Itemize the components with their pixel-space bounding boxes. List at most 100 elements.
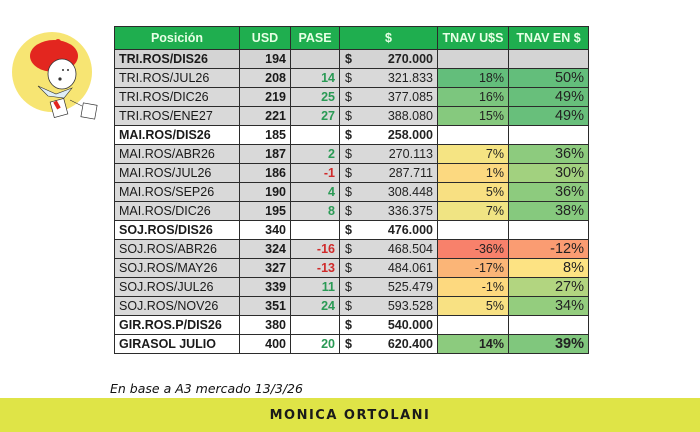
currency-symbol: $ xyxy=(345,185,352,199)
table-row: SOJ.ROS/NOV26 351 24 $593.528 5% 34% xyxy=(114,296,589,316)
cell-ars-value: 476.000 xyxy=(387,223,433,237)
cell-posicion: GIRASOL JULIO xyxy=(114,334,240,354)
col-header-posicion: Posición xyxy=(114,26,240,50)
cell-pase: -1 xyxy=(290,163,340,183)
cell-pase: -13 xyxy=(290,258,340,278)
cell-tnav-usd: 5% xyxy=(437,296,509,316)
cell-posicion: MAI.ROS/SEP26 xyxy=(114,182,240,202)
cell-pase xyxy=(290,315,340,335)
cell-tnav-ars xyxy=(508,220,589,240)
currency-symbol: $ xyxy=(345,337,352,351)
cell-tnav-ars: 39% xyxy=(508,334,589,354)
cell-tnav-ars: 8% xyxy=(508,258,589,278)
cell-posicion: TRI.ROS/ENE27 xyxy=(114,106,240,126)
cell-usd: 400 xyxy=(239,334,291,354)
cell-pase: 14 xyxy=(290,68,340,88)
cell-ars: $270.000 xyxy=(339,49,438,69)
cell-usd: 195 xyxy=(239,201,291,221)
col-header-usd: USD xyxy=(239,26,291,50)
cell-pase: 2 xyxy=(290,144,340,164)
cell-ars-value: 540.000 xyxy=(387,318,433,332)
cell-tnav-ars: 34% xyxy=(508,296,589,316)
cell-pase xyxy=(290,49,340,69)
cell-tnav-ars xyxy=(508,315,589,335)
currency-symbol: $ xyxy=(345,280,352,294)
table-row: GIRASOL JULIO 400 20 $620.400 14% 39% xyxy=(114,334,589,354)
cell-ars: $468.504 xyxy=(339,239,438,259)
cell-usd: 208 xyxy=(239,68,291,88)
cell-ars: $525.479 xyxy=(339,277,438,297)
table-row: TRI.ROS/DIS26 194 $270.000 xyxy=(114,49,589,69)
cell-usd: 351 xyxy=(239,296,291,316)
cell-posicion: SOJ.ROS/JUL26 xyxy=(114,277,240,297)
cell-ars: $484.061 xyxy=(339,258,438,278)
cell-tnav-usd: 7% xyxy=(437,144,509,164)
col-header-tnav-ars: TNAV EN $ xyxy=(508,26,589,50)
cell-usd: 380 xyxy=(239,315,291,335)
logo-illustration xyxy=(8,28,106,126)
cell-tnav-ars: 36% xyxy=(508,182,589,202)
currency-symbol: $ xyxy=(345,109,352,123)
table-row: TRI.ROS/DIC26 219 25 $377.085 16% 49% xyxy=(114,87,589,107)
currency-symbol: $ xyxy=(345,52,352,66)
footer-banner: MONICA ORTOLANI xyxy=(0,398,700,432)
cell-ars-value: 468.504 xyxy=(387,242,433,256)
cell-usd: 324 xyxy=(239,239,291,259)
cell-usd: 221 xyxy=(239,106,291,126)
col-header-tnav-usd: TNAV U$S xyxy=(437,26,509,50)
cell-ars: $270.113 xyxy=(339,144,438,164)
cell-tnav-ars: 27% xyxy=(508,277,589,297)
table-row: SOJ.ROS/ABR26 324 -16 $468.504 -36% -12% xyxy=(114,239,589,259)
cell-ars: $476.000 xyxy=(339,220,438,240)
cell-ars-value: 258.000 xyxy=(387,128,433,142)
cell-posicion: SOJ.ROS/DIS26 xyxy=(114,220,240,240)
cell-pase: 11 xyxy=(290,277,340,297)
table-row: TRI.ROS/ENE27 221 27 $388.080 15% 49% xyxy=(114,106,589,126)
currency-symbol: $ xyxy=(345,128,352,142)
cell-tnav-ars xyxy=(508,49,589,69)
table-row: MAI.ROS/DIS26 185 $258.000 xyxy=(114,125,589,145)
cell-usd: 327 xyxy=(239,258,291,278)
cell-usd: 340 xyxy=(239,220,291,240)
cell-usd: 185 xyxy=(239,125,291,145)
cell-ars-value: 287.711 xyxy=(388,166,433,180)
cell-posicion: SOJ.ROS/NOV26 xyxy=(114,296,240,316)
cell-ars: $377.085 xyxy=(339,87,438,107)
cell-tnav-ars: -12% xyxy=(508,239,589,259)
cell-pase xyxy=(290,125,340,145)
cell-ars-value: 336.375 xyxy=(387,204,433,218)
cell-pase: 24 xyxy=(290,296,340,316)
table-row: GIR.ROS.P/DIS26 380 $540.000 xyxy=(114,315,589,335)
col-header-pase: PASE xyxy=(290,26,340,50)
cell-tnav-usd xyxy=(437,220,509,240)
cell-ars-value: 377.085 xyxy=(387,90,433,104)
table-row: SOJ.ROS/MAY26 327 -13 $484.061 -17% 8% xyxy=(114,258,589,278)
cell-ars-value: 321.833 xyxy=(387,71,433,85)
table-row: SOJ.ROS/DIS26 340 $476.000 xyxy=(114,220,589,240)
currency-symbol: $ xyxy=(345,318,352,332)
cell-tnav-ars xyxy=(508,125,589,145)
cell-ars-value: 525.479 xyxy=(387,280,433,294)
cell-usd: 187 xyxy=(239,144,291,164)
cell-ars-value: 593.528 xyxy=(387,299,433,313)
cell-ars: $388.080 xyxy=(339,106,438,126)
cell-tnav-usd: -1% xyxy=(437,277,509,297)
cell-ars-value: 270.000 xyxy=(387,52,433,66)
cell-tnav-ars: 50% xyxy=(508,68,589,88)
cell-pase: 8 xyxy=(290,201,340,221)
cell-ars: $593.528 xyxy=(339,296,438,316)
currency-symbol: $ xyxy=(345,166,352,180)
cell-ars-value: 620.400 xyxy=(387,337,433,351)
cell-tnav-usd: -17% xyxy=(437,258,509,278)
cell-posicion: MAI.ROS/ABR26 xyxy=(114,144,240,164)
table-row: SOJ.ROS/JUL26 339 11 $525.479 -1% 27% xyxy=(114,277,589,297)
cell-usd: 190 xyxy=(239,182,291,202)
cell-ars: $258.000 xyxy=(339,125,438,145)
cell-tnav-usd: 7% xyxy=(437,201,509,221)
table-header-row: Posición USD PASE $ TNAV U$S TNAV EN $ xyxy=(114,26,589,50)
cell-tnav-usd: 15% xyxy=(437,106,509,126)
cell-tnav-ars: 49% xyxy=(508,106,589,126)
table-row: MAI.ROS/SEP26 190 4 $308.448 5% 36% xyxy=(114,182,589,202)
cell-tnav-ars: 30% xyxy=(508,163,589,183)
source-note: En base a A3 mercado 13/3/26 xyxy=(110,381,303,396)
